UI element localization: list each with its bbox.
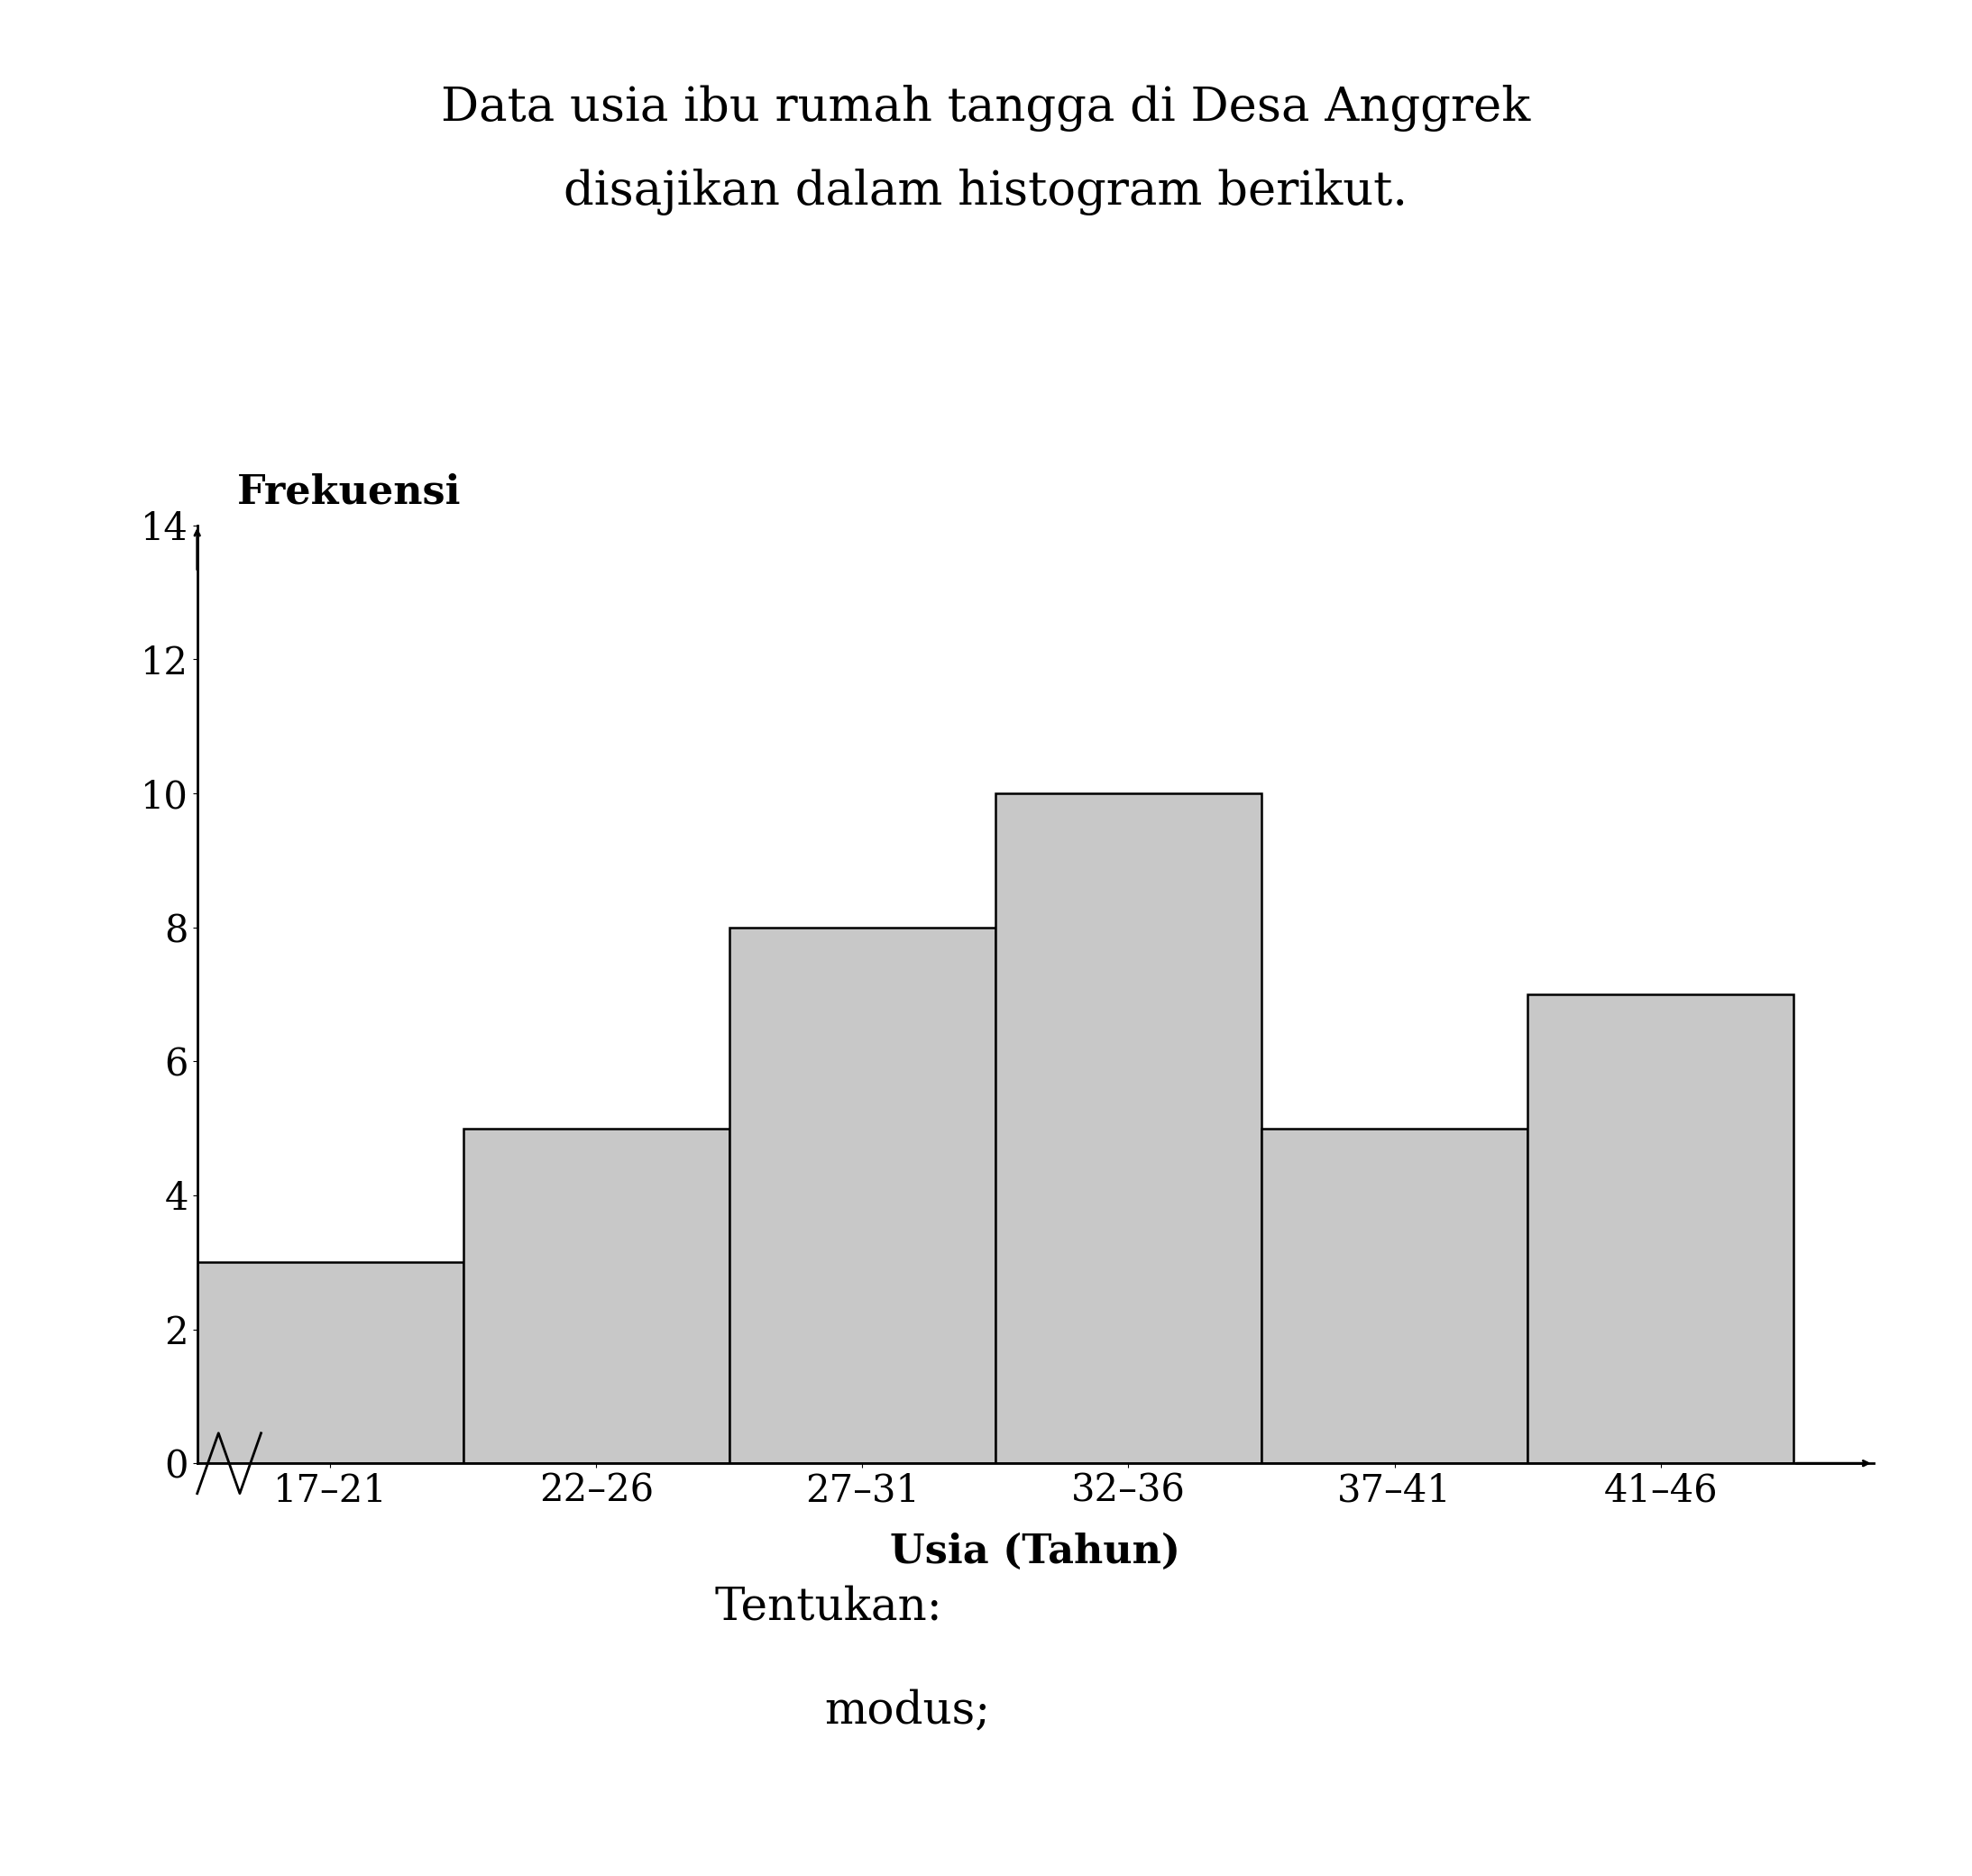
Text: disajikan dalam histogram berikut.: disajikan dalam histogram berikut. xyxy=(564,169,1408,216)
Text: Tentukan:: Tentukan: xyxy=(714,1585,943,1630)
Bar xyxy=(197,1263,463,1463)
Bar xyxy=(996,794,1262,1463)
Bar xyxy=(1262,1127,1528,1463)
Bar xyxy=(730,927,996,1463)
X-axis label: Usia (Tahun): Usia (Tahun) xyxy=(889,1533,1181,1572)
Text: Data usia ibu rumah tangga di Desa Anggrek: Data usia ibu rumah tangga di Desa Anggr… xyxy=(442,84,1530,131)
Bar xyxy=(1528,994,1795,1463)
Bar xyxy=(463,1127,730,1463)
Text: Frekuensi: Frekuensi xyxy=(237,473,461,512)
Text: modus;: modus; xyxy=(824,1688,990,1733)
